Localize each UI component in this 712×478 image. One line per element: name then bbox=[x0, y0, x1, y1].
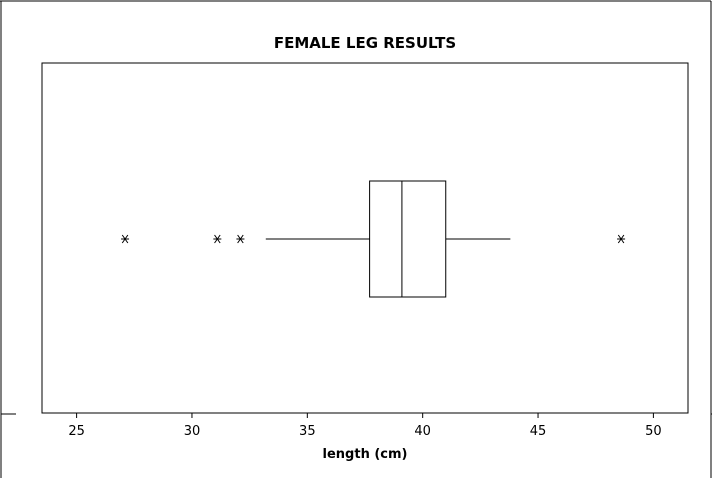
outlier-stroke bbox=[214, 234, 221, 244]
x-tick-label: 50 bbox=[645, 424, 662, 439]
iqr-box bbox=[369, 180, 447, 298]
x-tick-label: 40 bbox=[414, 424, 431, 439]
x-axis: 25 30 35 40 45 50 bbox=[68, 413, 662, 439]
outlier-point bbox=[617, 234, 626, 244]
outlier-stroke bbox=[617, 234, 625, 244]
x-tick-label: 45 bbox=[530, 424, 547, 439]
x-tick-label: 25 bbox=[68, 424, 85, 439]
x-axis-label: length (cm) bbox=[323, 447, 408, 462]
outlier-point bbox=[236, 234, 245, 244]
outlier-point bbox=[121, 234, 130, 244]
outlier-point bbox=[213, 234, 222, 244]
outlier-stroke bbox=[237, 234, 244, 244]
plot-area bbox=[41, 62, 689, 414]
chart-title: FEMALE LEG RESULTS bbox=[274, 34, 456, 52]
boxplot-marks bbox=[121, 180, 626, 298]
outlier-stroke bbox=[121, 234, 129, 244]
x-tick-label: 30 bbox=[184, 424, 201, 439]
x-tick-label: 35 bbox=[299, 424, 316, 439]
